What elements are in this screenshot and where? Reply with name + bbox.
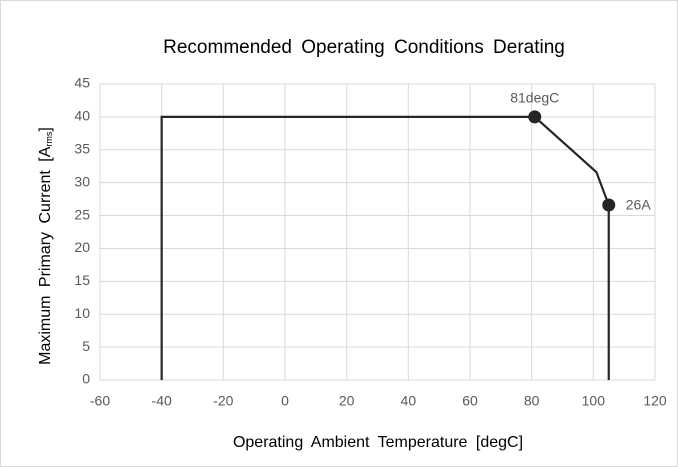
x-tick-label: 120: [643, 393, 667, 409]
y-tick-label: 45: [74, 75, 90, 91]
x-tick-label: 80: [524, 393, 540, 409]
y-axis-label-subscript: rms: [44, 131, 54, 146]
y-tick-label: 10: [74, 305, 90, 321]
annotation: 81degC: [510, 90, 559, 106]
y-axis-label-suffix: ]: [37, 127, 54, 131]
x-tick-label: 40: [401, 393, 417, 409]
y-tick-label: 30: [74, 173, 90, 189]
x-tick-label: -40: [152, 393, 172, 409]
x-tick-label: 20: [339, 393, 355, 409]
annotation: 26A: [626, 197, 652, 213]
marker: [528, 110, 542, 124]
y-tick-label: 35: [74, 140, 90, 156]
chart-title: Recommended Operating Conditions Deratin…: [163, 37, 565, 58]
x-tick-label: 60: [462, 393, 478, 409]
y-axis-label-text: Maximum Primary Current [A: [37, 146, 54, 365]
y-axis-label: Maximum Primary Current [Arms]: [37, 127, 54, 365]
y-tick-label: 25: [74, 206, 90, 222]
x-tick-label: 100: [582, 393, 606, 409]
y-tick-label: 40: [74, 108, 90, 124]
line: [160, 115, 610, 380]
x-tick-label: 0: [281, 393, 289, 409]
x-tick-label: -60: [90, 393, 110, 409]
y-tick-label: 5: [82, 338, 90, 354]
y-tick-label: 0: [82, 371, 90, 387]
y-tick-label: 20: [74, 239, 90, 255]
x-axis-label: Operating Ambient Temperature [degC]: [233, 434, 523, 451]
marker: [602, 198, 616, 212]
x-tick-label: -20: [213, 393, 233, 409]
y-tick-label: 15: [74, 272, 90, 288]
